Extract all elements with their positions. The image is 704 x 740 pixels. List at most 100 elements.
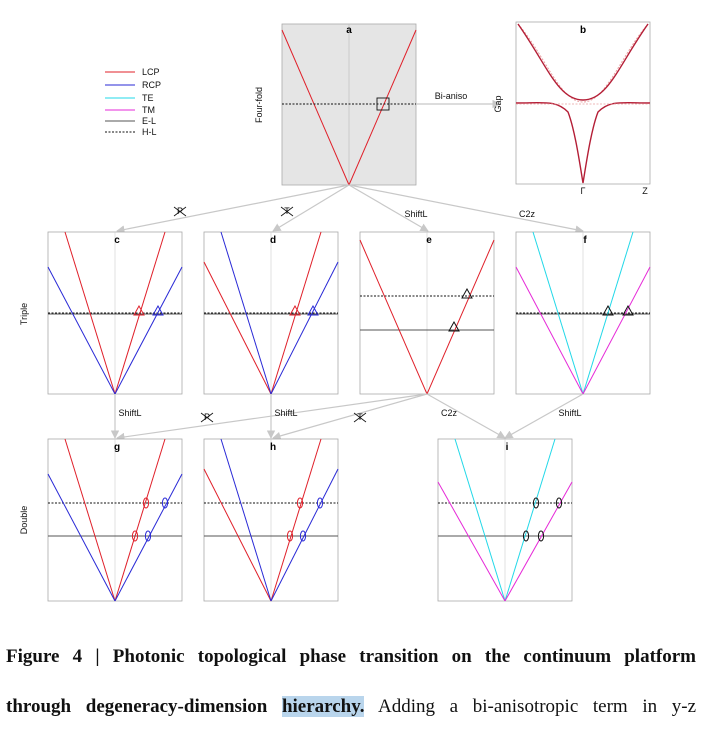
panel-c-lcp-right — [114, 231, 166, 395]
arrow-a-to-e — [348, 184, 429, 232]
panel-e: e — [359, 231, 495, 395]
arrow-label-shiftl-fi: ShiftL — [558, 408, 581, 418]
arrow-label-bi-aniso: Bi-aniso — [435, 91, 468, 101]
strike-t-2 — [280, 206, 294, 217]
panel-i-ellipse-3 — [522, 530, 530, 542]
legend-label-rcp: RCP — [142, 80, 161, 90]
panel-a-label: a — [346, 25, 352, 36]
panel-i-label: i — [506, 442, 509, 453]
panel-f-label: f — [583, 235, 587, 246]
panel-c-rcp-right — [114, 266, 183, 395]
panel-i-ellipse-2 — [555, 497, 563, 509]
figure-caption: Figure 4 | Photonic topological phase tr… — [6, 640, 696, 740]
panel-e-label: e — [426, 235, 432, 246]
panel-g-ellipse-1 — [142, 497, 150, 509]
arrow-e-to-g — [116, 393, 428, 442]
panel-g: g — [47, 438, 183, 602]
arrows-a-to-row2: P T ShiftL C2z — [116, 184, 584, 234]
panel-e-triangle-hl — [461, 287, 473, 299]
panel-c-rcp-left — [47, 266, 116, 395]
panel-c: c — [47, 231, 183, 395]
panel-c-triangle-rcp — [152, 304, 164, 316]
panel-e-lcp-left — [359, 239, 428, 395]
panel-a-band-right — [348, 29, 417, 186]
legend-label-lcp: LCP — [142, 67, 160, 77]
panel-b-label: b — [580, 25, 586, 36]
panel-b: b Gap Γ Z — [493, 21, 651, 196]
panel-h-rcp-right — [270, 468, 339, 602]
panel-d-rcp-right — [270, 261, 339, 395]
strike-p-eg-2 — [200, 412, 214, 423]
arrows-row2-to-row3: ShiftL P ShiftL T C2z ShiftL — [110, 393, 584, 442]
panel-a-degeneracy-square — [376, 97, 390, 111]
panel-i-ellipse-1 — [532, 497, 540, 509]
panel-g-label: g — [114, 442, 120, 453]
arrow-a-to-c — [116, 184, 350, 234]
panel-i-tm-right — [504, 481, 573, 602]
panel-b-upper-band — [517, 23, 649, 101]
panel-h: h — [203, 438, 339, 602]
panel-g-lcp-right — [114, 438, 166, 602]
panel-i-te-left — [454, 438, 506, 602]
panel-g-rcp-right — [114, 473, 183, 602]
panel-g-ellipse-2 — [161, 497, 169, 509]
legend-label-tm: TM — [142, 105, 155, 115]
panel-h-lcp-left — [203, 468, 272, 602]
panel-h-ellipse-3 — [286, 530, 294, 542]
caption-highlight[interactable]: hierarchy. — [281, 696, 365, 717]
panel-e-lcp-right — [426, 239, 495, 395]
legend-item-te: TE — [105, 93, 154, 103]
panel-h-ellipse-1 — [296, 497, 304, 509]
panel-f-te-left — [532, 231, 584, 395]
arrow-label-c2z-ei: C2z — [441, 408, 458, 418]
arrow-a-to-b: Bi-aniso — [416, 91, 501, 109]
row-label-double: Double — [19, 506, 29, 535]
panel-b-tick-gamma: Γ — [581, 186, 586, 196]
panel-d-rcp-left — [220, 231, 272, 395]
panel-h-lcp-right — [270, 438, 322, 602]
legend-label-hl: H-L — [142, 127, 157, 137]
panel-b-lower-band — [515, 101, 651, 184]
panel-g-ellipse-3 — [131, 530, 139, 542]
panel-c-lcp-left — [64, 231, 116, 395]
legend-item-el: E-L — [105, 116, 156, 126]
panel-d-triangle-lcp — [289, 304, 301, 316]
strike-t-eh-2 — [353, 412, 367, 423]
caption-line-1: Figure 4 | Photonic topological phase tr… — [6, 640, 696, 690]
arrow-label-c2z-af: C2z — [519, 209, 536, 219]
panel-b-tick-z: Z — [642, 186, 648, 196]
panel-i-ellipse-4 — [537, 530, 545, 542]
panel-e-triangle-el — [448, 320, 460, 332]
panel-a-band-left — [281, 29, 350, 186]
arrow-a-to-d — [272, 184, 350, 232]
panel-d-lcp-left — [203, 261, 272, 395]
panel-d-label: d — [270, 235, 276, 246]
legend-item-rcp: RCP — [105, 80, 161, 90]
arrow-e-to-i — [426, 393, 506, 439]
panel-g-ellipse-4 — [144, 530, 152, 542]
panel-d-lcp-right — [270, 231, 322, 395]
arrow-f-to-i — [504, 393, 584, 439]
panel-c-label: c — [114, 235, 120, 246]
caption-title-part2: through degeneracy-dimension — [6, 696, 268, 717]
panel-c-triangle-lcp — [133, 304, 145, 316]
caption-line-2: through degeneracy-dimension hierarchy. … — [6, 690, 696, 740]
panel-g-rcp-left — [47, 473, 116, 602]
panel-h-rcp-left — [220, 438, 272, 602]
strike-p-2 — [173, 206, 187, 217]
panel-g-lcp-left — [64, 438, 116, 602]
legend-item-lcp: LCP — [105, 67, 160, 77]
panel-f-tm-right — [582, 266, 651, 395]
panel-b-ylabel: Gap — [493, 95, 503, 112]
panel-i: i — [437, 438, 573, 602]
arrow-label-shiftl-ae: ShiftL — [404, 209, 427, 219]
panel-f-triangle-2 — [622, 304, 634, 316]
panel-d: d — [203, 231, 339, 395]
caption-title-part1: Photonic topological phase transition on… — [112, 646, 696, 667]
panel-h-label: h — [270, 442, 276, 453]
arrow-a-to-f — [348, 184, 584, 234]
panel-i-tm-left — [437, 481, 506, 602]
panel-f-te-right — [582, 231, 634, 395]
legend-label-te: TE — [142, 93, 154, 103]
panel-a: a Four-fold — [254, 23, 417, 186]
